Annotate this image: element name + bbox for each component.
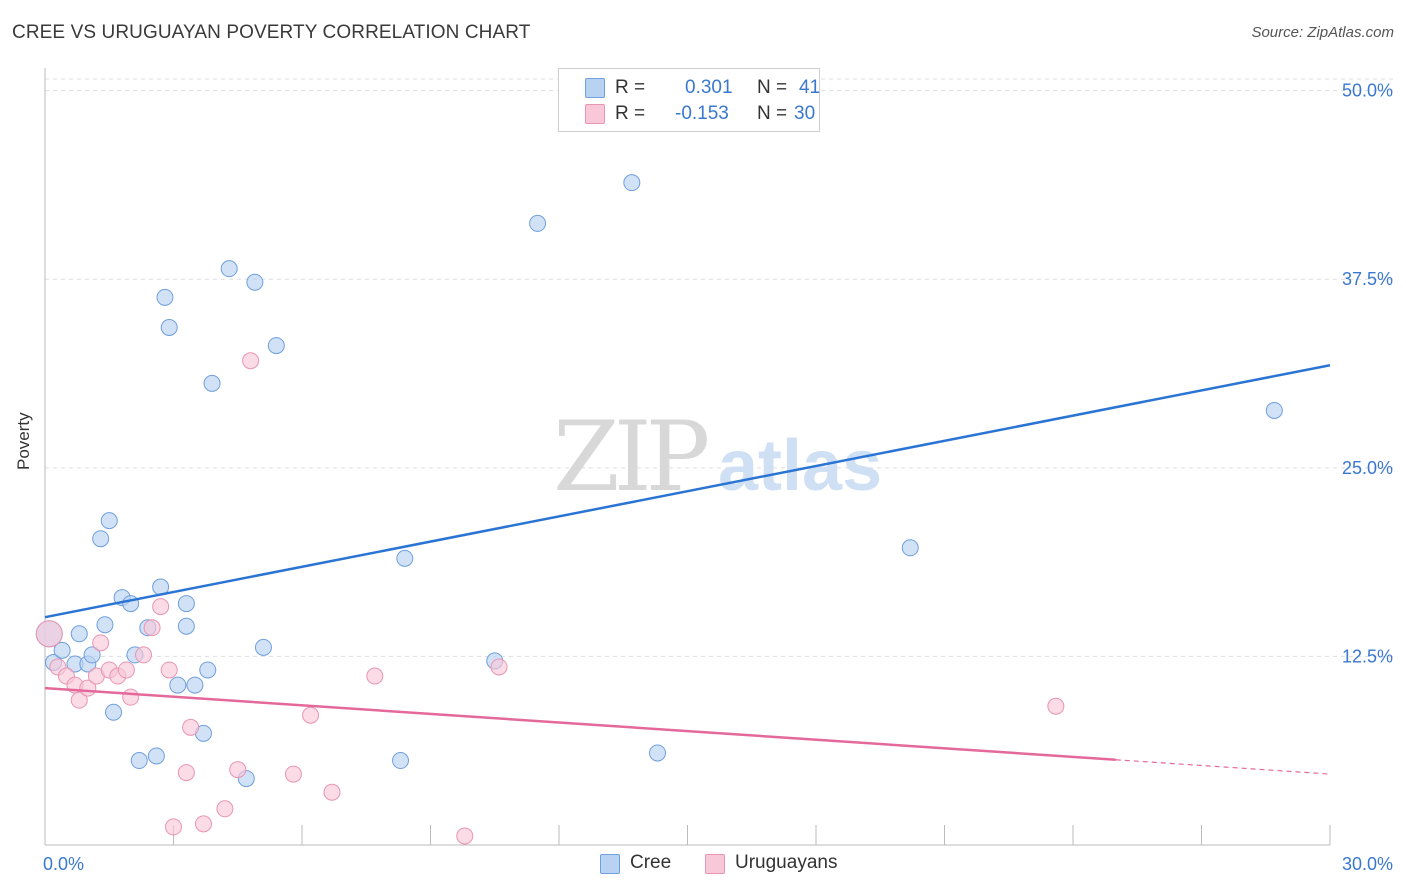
data-point-cree <box>396 549 414 567</box>
data-point-uruguayans <box>165 818 182 836</box>
data-point-uruguayans <box>323 783 341 801</box>
data-point-cree <box>623 174 641 192</box>
bottom-legend-swatch-uruguayans <box>705 854 725 874</box>
data-point-cree <box>220 260 238 278</box>
y-tick-label: 37.5% <box>1342 269 1393 289</box>
data-point-cree <box>267 337 285 355</box>
bottom-legend-label-cree: Cree <box>630 852 672 873</box>
data-point-cree <box>901 539 919 557</box>
data-point-uruguayans <box>1047 697 1065 715</box>
watermark-zip: ZIP <box>553 401 708 513</box>
data-point-cree <box>254 638 272 656</box>
x-tick-label: 30.0% <box>1342 854 1393 874</box>
data-point-cree <box>122 595 140 613</box>
data-point-cree <box>203 374 221 392</box>
data-point-cree <box>70 625 88 643</box>
data-point-cree <box>83 646 101 664</box>
legend-r-label: R = <box>615 103 646 124</box>
trend-line-extension-uruguayans <box>1115 759 1331 775</box>
legend-swatch-uruguayans <box>585 104 605 124</box>
data-point-cree <box>529 214 547 232</box>
legend-swatch-cree <box>585 78 605 98</box>
data-point-cree <box>392 752 410 770</box>
data-point-uruguayans <box>92 634 110 652</box>
data-point-cree <box>156 288 174 306</box>
y-tick-label: 25.0% <box>1342 458 1393 478</box>
legend-n-label: N = <box>757 103 788 124</box>
data-point-uruguayans <box>160 661 178 679</box>
data-point-cree <box>246 273 264 291</box>
data-point-cree <box>147 747 165 765</box>
data-point-uruguayans <box>456 827 474 845</box>
data-point-cree <box>105 703 123 721</box>
data-point-cree <box>53 641 71 659</box>
y-axis-label: Poverty <box>14 412 33 470</box>
legend-r-label: R = <box>615 77 646 98</box>
data-point-uruguayans <box>302 706 320 724</box>
legend-r-value: -0.153 <box>675 103 729 124</box>
data-point-cree <box>130 752 148 770</box>
chart-title: CREE VS URUGUAYAN POVERTY CORRELATION CH… <box>12 22 531 43</box>
bottom-legend-swatch-cree <box>600 854 620 874</box>
data-point-uruguayans <box>242 352 260 370</box>
data-point-cree <box>92 530 110 548</box>
data-point-uruguayans <box>182 718 200 736</box>
trend-lines <box>44 363 1331 775</box>
data-point-uruguayans <box>117 661 135 679</box>
y-tick-label: 12.5% <box>1342 646 1393 666</box>
legend-n-label: N = <box>757 77 788 98</box>
x-tick-label: 0.0% <box>43 854 84 874</box>
data-point-uruguayans <box>135 646 153 664</box>
legend-n-value: 30 <box>794 103 816 124</box>
data-point-uruguayans <box>177 764 195 782</box>
watermark: ZIP atlas <box>553 401 882 513</box>
bottom-legend-label-uruguayans: Uruguayans <box>735 852 838 873</box>
data-point-uruguayans <box>122 688 140 706</box>
data-point-uruguayans <box>35 620 63 648</box>
data-point-cree <box>199 661 217 679</box>
data-point-uruguayans <box>194 815 212 833</box>
data-point-uruguayans <box>216 800 234 818</box>
data-point-uruguayans <box>152 598 170 616</box>
axes <box>44 68 1331 846</box>
data-point-cree <box>649 744 667 762</box>
data-points <box>35 174 1283 845</box>
data-point-cree <box>160 319 178 337</box>
data-point-cree <box>1265 401 1283 419</box>
tick-labels: 12.5% 25.0% 37.5% 50.0% 0.0% 30.0% <box>43 81 1393 874</box>
trend-line-cree <box>44 363 1331 619</box>
data-point-uruguayans <box>366 667 384 685</box>
correlation-legend: R = 0.301 N = 41 R = -0.153 N = 30 <box>558 68 820 132</box>
data-point-cree <box>169 676 187 694</box>
data-point-uruguayans <box>143 619 161 637</box>
data-point-cree <box>100 512 118 530</box>
legend-n-value: 41 <box>799 77 821 98</box>
legend-r-value: 0.301 <box>685 77 733 98</box>
data-point-uruguayans <box>229 761 247 779</box>
data-point-uruguayans <box>70 691 88 709</box>
watermark-atlas: atlas <box>718 426 882 506</box>
y-tick-label: 50.0% <box>1342 81 1393 101</box>
source-label: Source: ZipAtlas.com <box>1251 24 1394 41</box>
data-point-cree <box>177 595 195 613</box>
data-point-uruguayans <box>490 658 508 676</box>
trend-line-uruguayans <box>44 686 1116 762</box>
data-point-cree <box>96 616 114 634</box>
data-point-cree <box>177 617 195 635</box>
data-point-cree <box>186 676 204 694</box>
data-point-uruguayans <box>284 765 302 783</box>
